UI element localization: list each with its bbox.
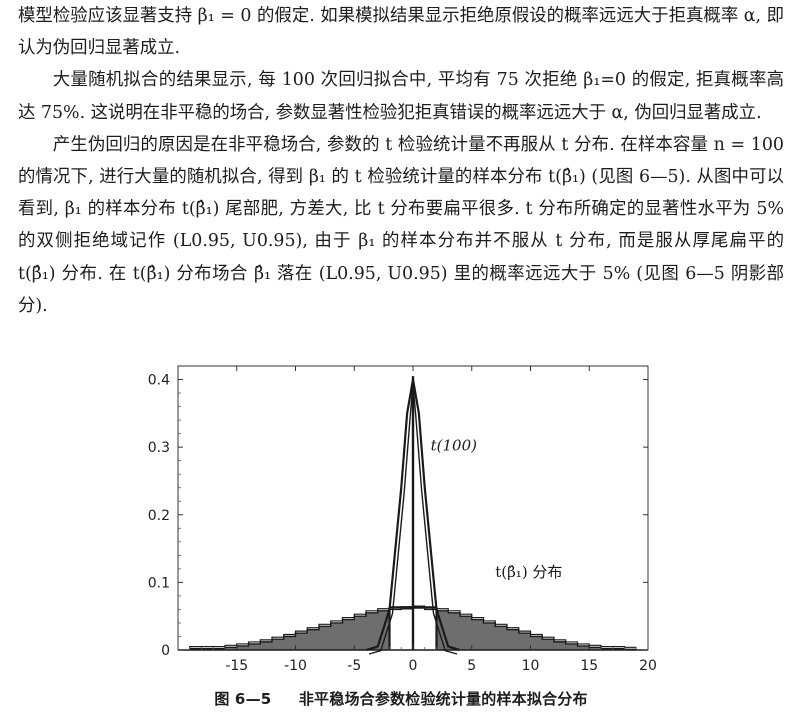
x-tick-label: -15 [225,658,248,674]
body-text: 模型检验应该显著支持 β₁ = 0 的假定. 如果模拟结果显示拒绝原假设的概率远… [18,0,784,322]
paragraph-2: 大量随机拟合的结果显示, 每 100 次回归拟合中, 平均有 75 次拒绝 β₁… [18,70,784,123]
figure-caption: 图 6—5 非平稳场合参数检验统计量的样本拟合分布 [0,688,802,709]
x-tick-label: 15 [580,658,598,674]
x-tick-label: -5 [347,658,361,674]
y-tick-label: 0.1 [148,575,170,591]
x-tick-label: 10 [522,658,540,674]
tbeta-label: t(β̂₁) 分布 [495,563,562,581]
paragraph-1: 模型检验应该显著支持 β₁ = 0 的假定. 如果模拟结果显示拒绝原假设的概率远… [18,6,784,59]
figure-title: 非平稳场合参数检验统计量的样本拟合分布 [298,690,588,708]
figure-number: 图 6—5 [214,690,272,708]
y-tick-label: 0.4 [148,373,170,389]
x-tick-label: 20 [639,658,656,674]
x-tick-label: -10 [284,658,307,674]
paragraph-3: 产生伪回归的原因是在非平稳场合, 参数的 t 检验统计量不再服从 t 分布. 在… [18,134,784,316]
y-tick-label: 0.3 [148,440,170,456]
y-tick-label: 0 [161,643,170,659]
y-tick-label: 0.2 [148,508,170,524]
x-tick-label: 5 [467,658,476,674]
distribution-chart: 0 0.1 0.2 0.3 0.4 -15 -10 -5 0 5 10 15 20 t(100) t(β̂₁… [148,365,656,674]
figure-6-5: 0 0.1 0.2 0.3 0.4 -15 -10 -5 0 5 10 15 20 t(100) t(β̂₁… [136,358,656,698]
x-tick-label: 0 [409,658,418,674]
t100-label: t(100) [431,437,478,455]
shaded-region [189,610,637,650]
